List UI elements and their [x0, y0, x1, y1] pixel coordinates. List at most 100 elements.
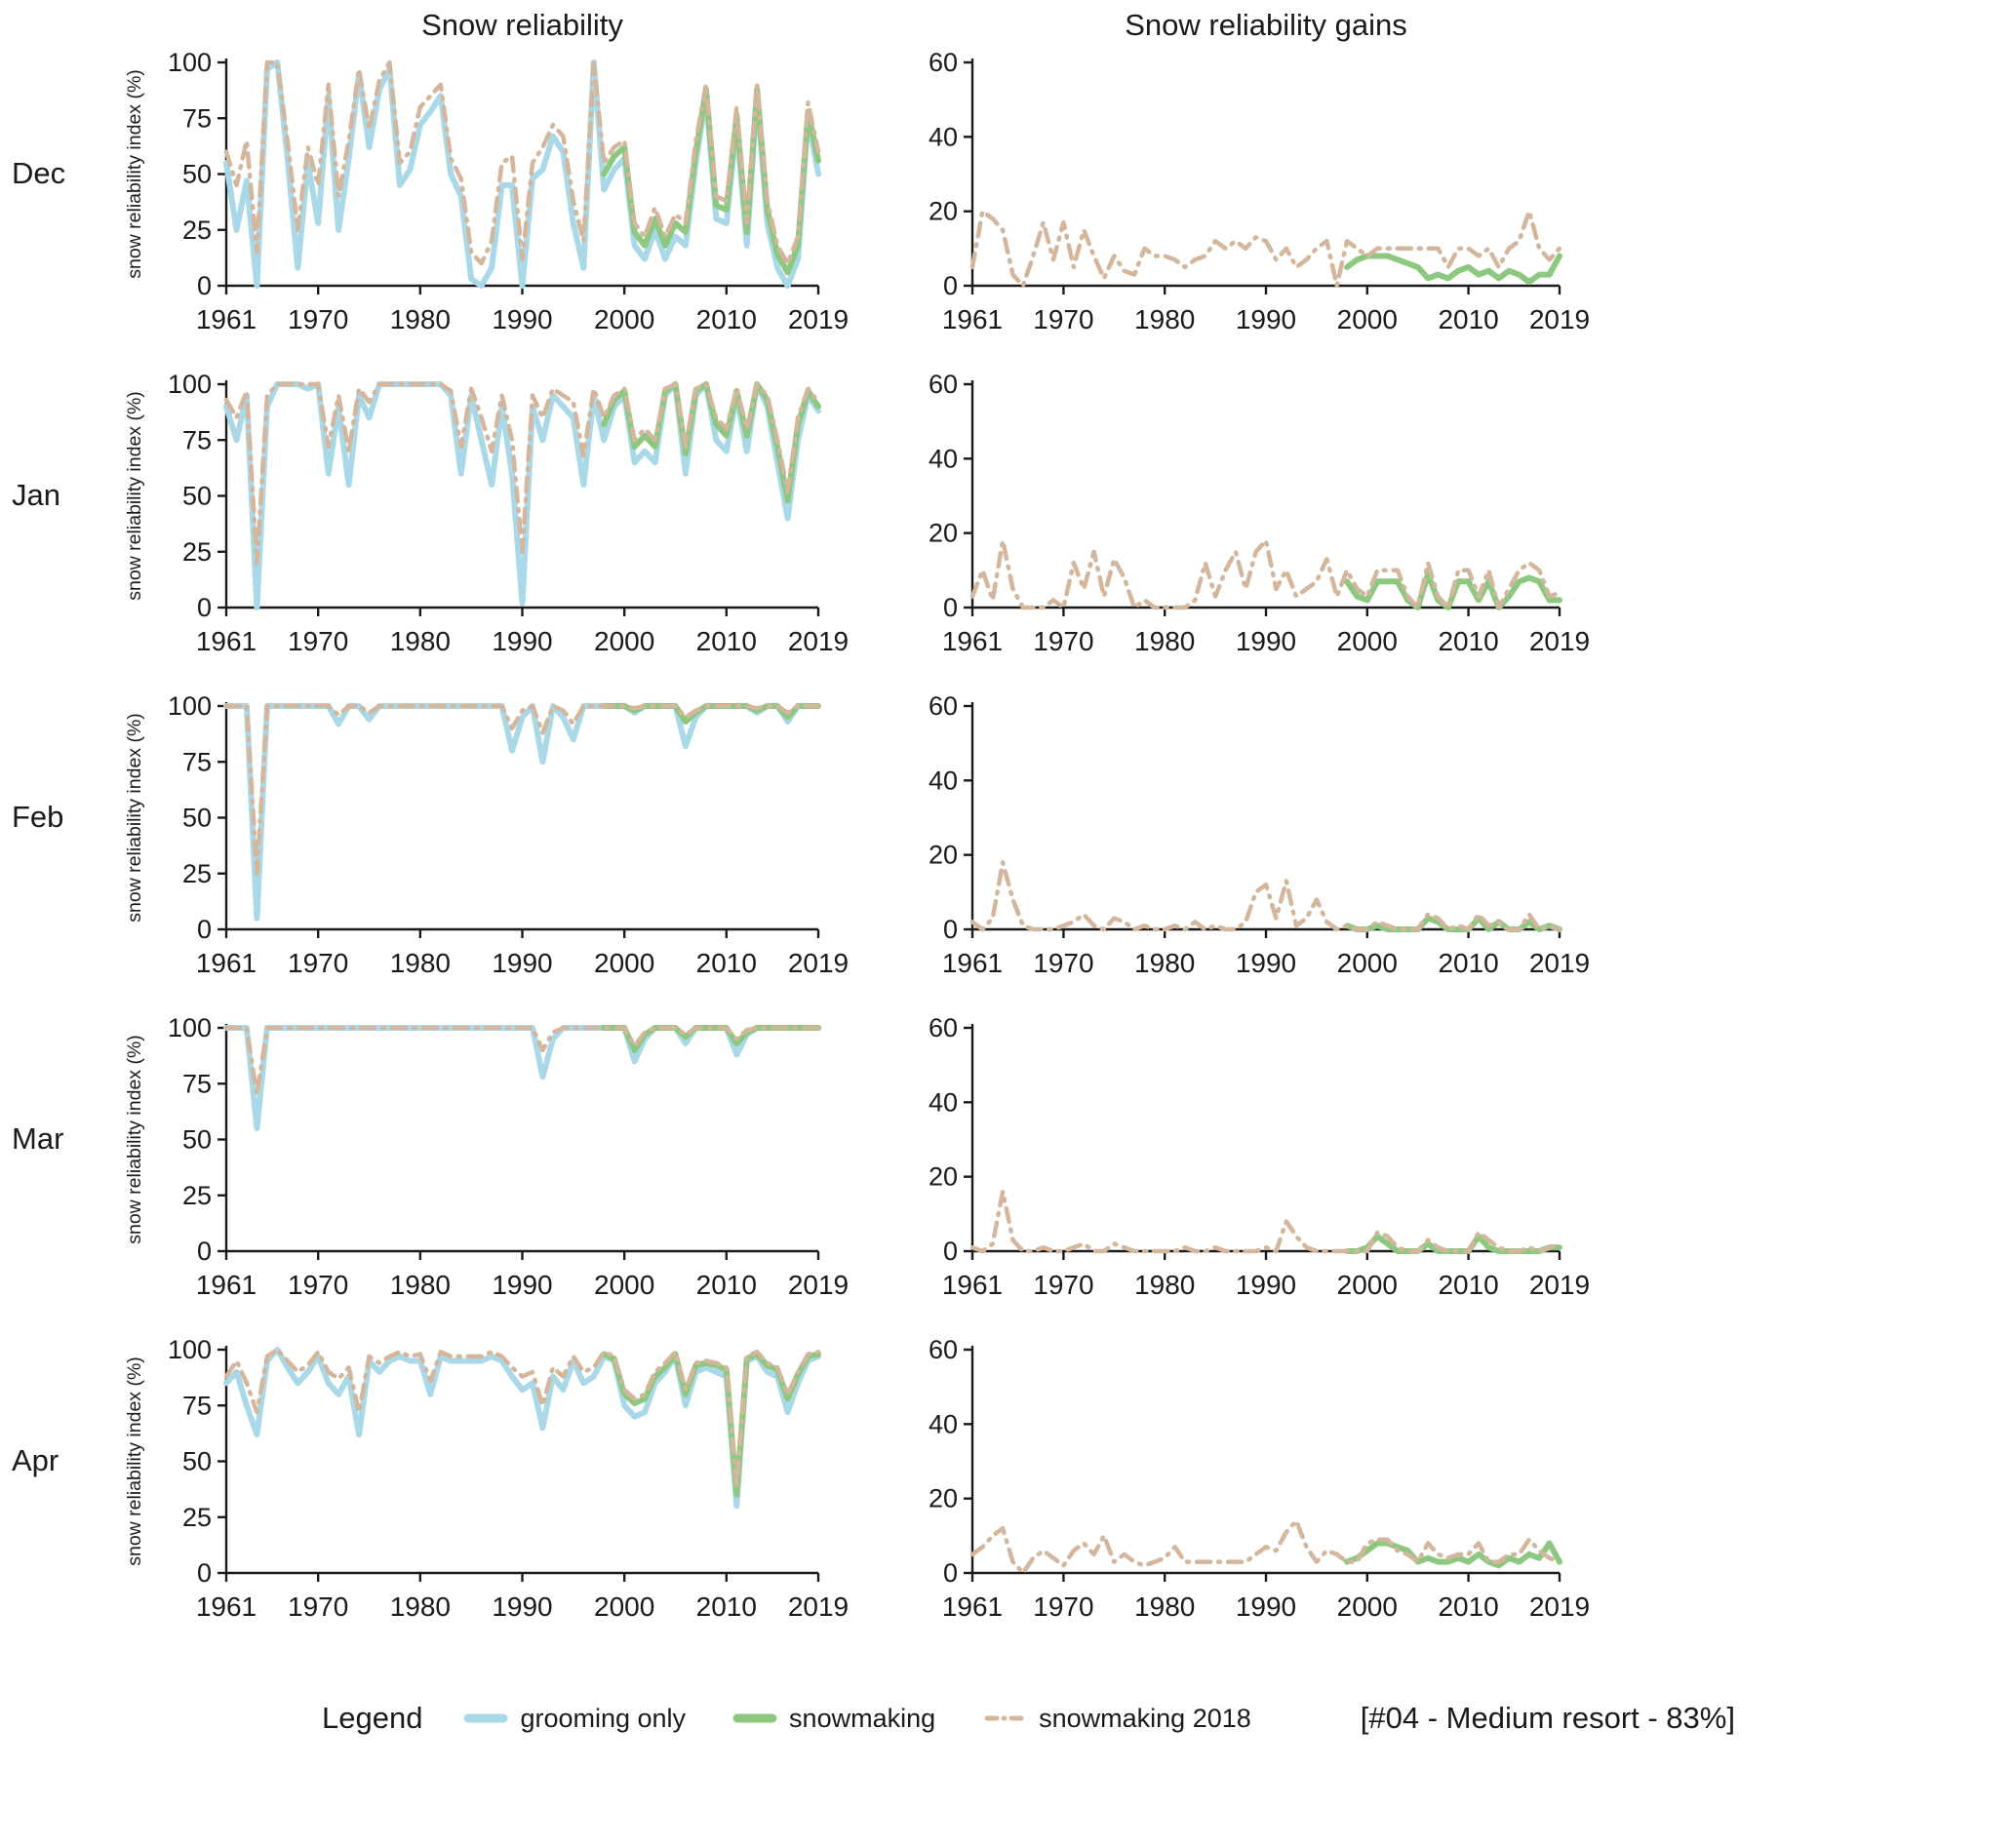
series-snowmaking-2018-line — [969, 1518, 1562, 1576]
x-tick-label: 2019 — [788, 626, 849, 656]
x-tick-label: 1970 — [288, 626, 348, 656]
series-snowmaking-2018-line — [223, 59, 821, 266]
x-tick-label: 2019 — [788, 304, 849, 334]
x-tick-label: 1990 — [492, 304, 552, 334]
y-tick-label: 100 — [168, 1335, 212, 1364]
x-tick-label: 2000 — [594, 304, 654, 334]
x-tick-label: 1961 — [196, 1592, 257, 1622]
x-tick-label: 2019 — [1529, 1270, 1590, 1300]
reliability-chart: 1961 1970 1980 1990 2000 2010 2019 0 25 50 75 100 sn… — [124, 370, 849, 656]
x-tick-label: 2019 — [1529, 626, 1590, 656]
x-tick-label: 2019 — [1529, 948, 1590, 978]
x-tick-label: 2010 — [696, 1592, 757, 1622]
reliability-chart: 1961 1970 1980 1990 2000 2010 2019 0 25 50 75 100 sn… — [124, 691, 849, 978]
x-tick-label: 1961 — [196, 626, 257, 656]
x-tick-label: 1961 — [196, 304, 257, 334]
y-tick-label: 40 — [929, 122, 958, 151]
y-tick-label: 75 — [182, 747, 212, 776]
x-tick-label: 1990 — [1236, 948, 1296, 978]
x-tick-label: 1980 — [1134, 304, 1195, 334]
x-tick-label: 1970 — [288, 304, 348, 334]
x-tick-label: 1990 — [1236, 626, 1296, 656]
gains-chart: 1961 1970 1980 1990 2000 2010 2019 0 20 40 60 — [929, 48, 1590, 334]
chart-row: Apr 1961 1970 1980 1990 2000 2010 2019 0 25 50 75 1… — [0, 1334, 2016, 1656]
y-tick-label: 50 — [182, 482, 212, 511]
right-column-title: Snow reliability gains — [1125, 8, 1407, 42]
x-tick-label: 1961 — [942, 626, 1003, 656]
gains-chart: 1961 1970 1980 1990 2000 2010 2019 0 20 40 60 — [929, 370, 1590, 656]
x-tick-label: 2019 — [788, 948, 849, 978]
legend-swatch-snowmaking-2018 — [984, 1715, 1025, 1721]
x-tick-label: 1961 — [196, 948, 257, 978]
gains-chart: 1961 1970 1980 1990 2000 2010 2019 0 20 40 60 — [929, 691, 1590, 978]
x-tick-label: 1980 — [1134, 1592, 1195, 1622]
series-snowmaking-line — [601, 86, 821, 276]
chart-row: Mar 1961 1970 1980 1990 2000 2010 2019 0 25 50 75 1… — [0, 1012, 2016, 1334]
legend-item-label: snowmaking 2018 — [1039, 1703, 1251, 1733]
x-tick-label: 2000 — [1337, 1592, 1398, 1622]
month-label: Dec — [12, 156, 66, 190]
x-tick-label: 2019 — [788, 1270, 849, 1300]
x-tick-label: 1990 — [1236, 1270, 1296, 1300]
series-grooming-only-line — [223, 381, 821, 610]
y-tick-label: 60 — [929, 48, 958, 77]
series-grooming-only-line — [223, 703, 821, 922]
legend-item-label: grooming only — [520, 1703, 687, 1733]
y-tick-label: 0 — [197, 593, 212, 622]
x-tick-label: 2010 — [1438, 626, 1498, 656]
y-tick-label: 40 — [929, 1409, 958, 1438]
y-tick-label: 75 — [182, 103, 212, 133]
x-tick-label: 1961 — [942, 1270, 1003, 1300]
y-tick-label: 50 — [182, 1447, 212, 1476]
series-snowmaking-line — [1344, 1233, 1562, 1254]
x-tick-label: 2019 — [788, 1592, 849, 1622]
x-tick-label: 2000 — [1337, 948, 1398, 978]
x-tick-label: 2000 — [594, 626, 654, 656]
x-tick-label: 1970 — [1033, 626, 1093, 656]
y-tick-label: 0 — [943, 1237, 958, 1266]
y-tick-label: 20 — [929, 197, 958, 226]
reliability-chart: 1961 1970 1980 1990 2000 2010 2019 0 25 50 75 100 sn… — [124, 1013, 849, 1300]
chart-row: Jan 1961 1970 1980 1990 2000 2010 2019 0 25 50 75 1… — [0, 369, 2016, 690]
legend-item-snowmaking-2018: snowmaking 2018 — [982, 1704, 1251, 1734]
series-grooming-only-line — [223, 1025, 821, 1131]
x-tick-label: 1961 — [942, 304, 1003, 334]
x-tick-label: 2010 — [1438, 1270, 1498, 1300]
chart-row: Feb 1961 1970 1980 1990 2000 2010 2019 0 25 50 75 1… — [0, 690, 2016, 1012]
series-snowmaking-2018-line — [969, 860, 1562, 932]
legend-swatch-snowmaking — [732, 1713, 777, 1723]
x-tick-label: 1970 — [288, 1592, 348, 1622]
month-label: Apr — [12, 1443, 59, 1477]
legend-row: Legend grooming only snowmaking snowmaking… — [0, 1701, 2016, 1736]
y-tick-label: 25 — [182, 1181, 212, 1210]
y-tick-label: 20 — [929, 841, 958, 870]
y-tick-label: 0 — [197, 1558, 212, 1588]
x-tick-label: 2000 — [594, 1270, 654, 1300]
y-axis-label: snow reliability index (%) — [124, 1035, 145, 1244]
x-tick-label: 1980 — [390, 304, 451, 334]
figure-caption: [#04 - Medium resort - 83%] — [1360, 1701, 1735, 1735]
series-snowmaking-2018-line — [223, 381, 821, 566]
y-tick-label: 0 — [943, 915, 958, 944]
series-snowmaking-2018-line — [969, 209, 1562, 289]
x-tick-label: 2000 — [594, 1592, 654, 1622]
x-tick-label: 2010 — [696, 626, 757, 656]
x-tick-label: 1990 — [492, 1270, 552, 1300]
month-label: Mar — [12, 1121, 64, 1156]
series-snowmaking-line — [1344, 1540, 1562, 1569]
x-tick-label: 1980 — [390, 1270, 451, 1300]
x-tick-label: 1961 — [942, 948, 1003, 978]
y-tick-label: 0 — [197, 271, 212, 300]
series-snowmaking-2018-line — [969, 1189, 1562, 1254]
series-snowmaking-2018-line — [223, 703, 821, 877]
y-tick-label: 50 — [182, 160, 212, 189]
x-tick-label: 2010 — [696, 948, 757, 978]
series-snowmaking-2018-line — [223, 1347, 821, 1491]
y-tick-label: 25 — [182, 1503, 212, 1532]
x-tick-label: 1970 — [1033, 1270, 1093, 1300]
reliability-chart: 1961 1970 1980 1990 2000 2010 2019 0 25 50 75 100 sn… — [124, 1335, 849, 1622]
x-tick-label: 1970 — [288, 1270, 348, 1300]
x-tick-label: 1990 — [492, 948, 552, 978]
legend-item-snowmaking: snowmaking — [732, 1704, 935, 1734]
x-tick-label: 1980 — [390, 626, 451, 656]
